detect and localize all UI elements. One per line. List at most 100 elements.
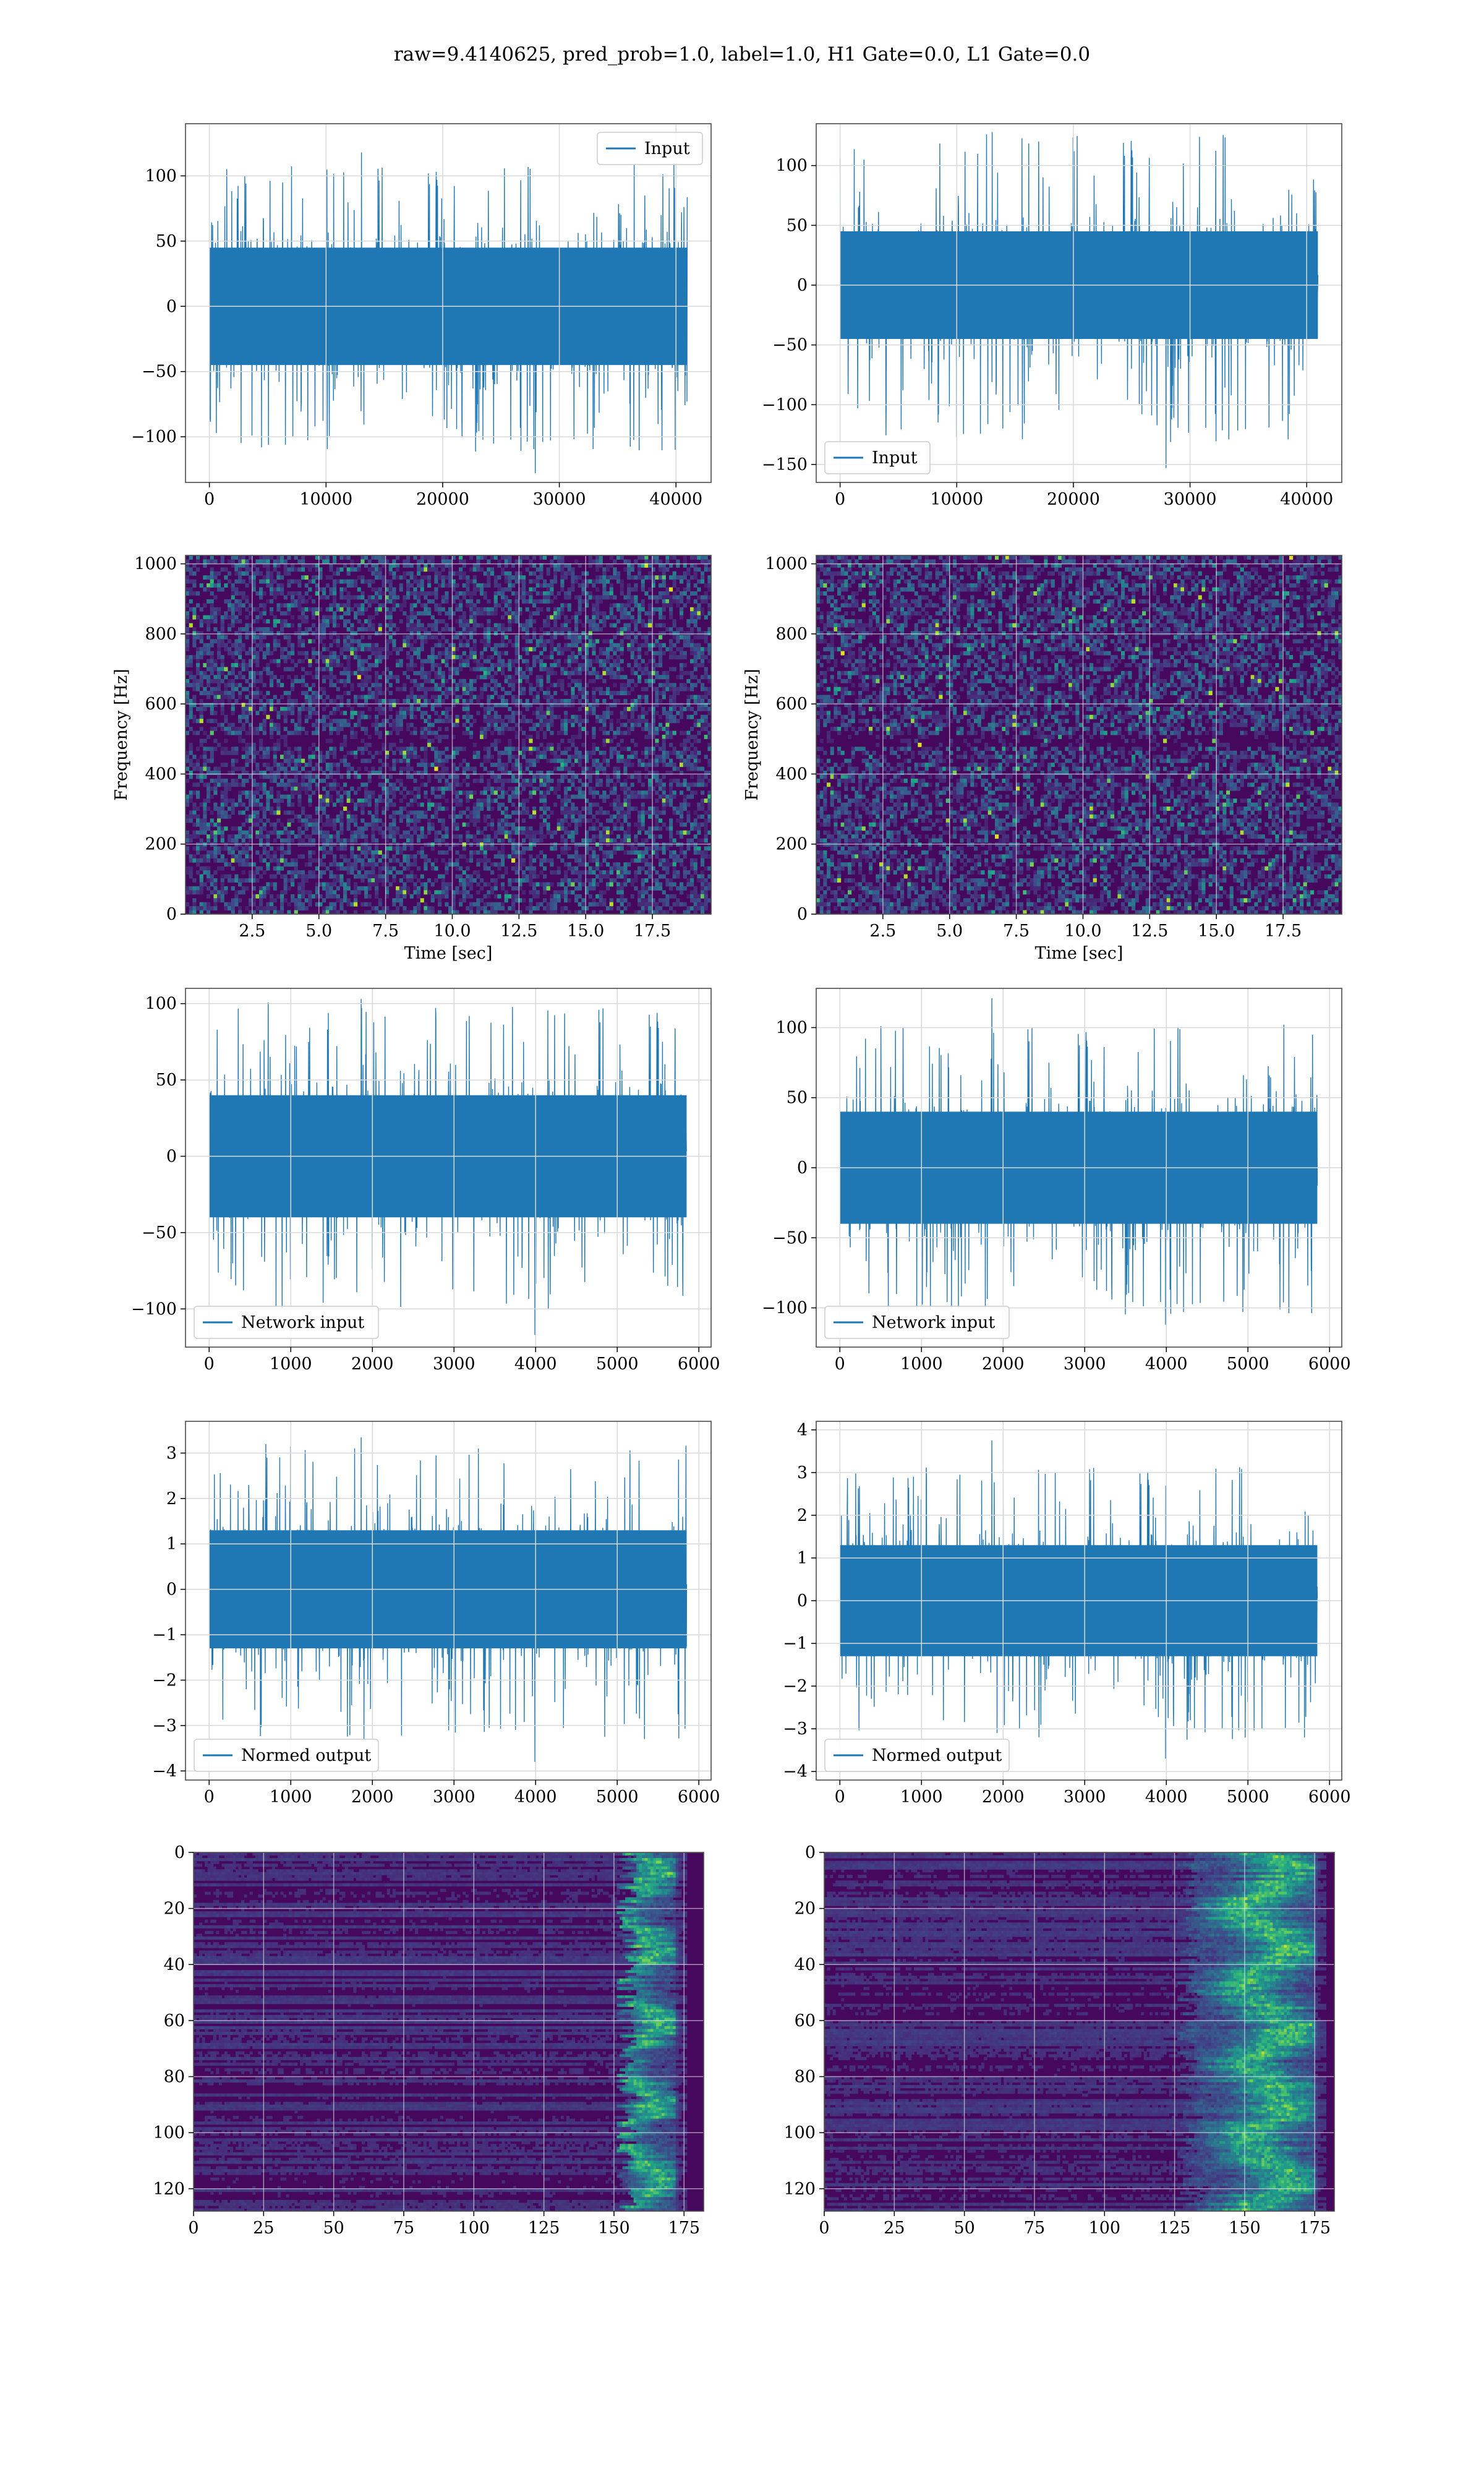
x-tick-label: 150 (598, 2219, 630, 2238)
x-tick-label: 4000 (1145, 1787, 1188, 1807)
y-tick-label: 20 (164, 1899, 185, 1919)
x-tick-label: 2000 (982, 1355, 1025, 1374)
y-tick-label: 0 (797, 1591, 808, 1611)
x-tick-label: 7.5 (372, 922, 399, 941)
axes-frame (816, 123, 1342, 483)
x-tick-label: 12.5 (1131, 922, 1168, 941)
x-tick-label: 0 (204, 490, 215, 509)
x-tick-label: 6000 (678, 1787, 720, 1807)
y-tick-label: 120 (153, 2180, 185, 2199)
y-tick-label: 40 (795, 1955, 816, 1974)
x-tick-label: 3000 (1064, 1355, 1106, 1374)
x-tick-label: 100 (458, 2219, 490, 2238)
x-tick-label: 0 (204, 1355, 215, 1374)
subplot-r5c1: 0 25 50 75 100 125 150 175 0 20 40 60 80 100 120 (153, 1843, 704, 2238)
y-axis-label: Frequency [Hz] (112, 669, 131, 800)
x-tick-label: 3000 (433, 1787, 475, 1807)
legend-label: Input (644, 139, 690, 158)
y-tick-label: 3 (166, 1444, 177, 1463)
x-tick-label: 50 (953, 2219, 974, 2238)
y-tick-label: 100 (153, 2123, 185, 2142)
plot-area (816, 988, 1342, 1347)
legend-label: Normed output (241, 1746, 371, 1765)
subplot-r3c2: 0 1000 2000 3000 4000 5000 6000 −100 −50 0 50 100 Ne… (762, 988, 1351, 1374)
legend: Normed output (194, 1739, 379, 1772)
legend-box (194, 1739, 379, 1772)
axes-frame (185, 1421, 712, 1781)
x-tick-label: 5000 (596, 1787, 639, 1807)
x-tick-label: 125 (528, 2219, 560, 2238)
y-tick-label: 800 (775, 625, 808, 644)
x-tick-label: 5000 (1227, 1787, 1269, 1807)
x-tick-label: 5.0 (305, 922, 332, 941)
y-tick-label: 0 (805, 1843, 816, 1862)
subplot-r1c2: 0 10000 20000 30000 40000 −150 −100 −50 0 50 100 In… (762, 123, 1342, 509)
y-tick-label: −50 (772, 336, 808, 355)
x-tick-label: 15.0 (567, 922, 604, 941)
y-tick-label: −2 (152, 1671, 177, 1690)
x-tick-label: 2000 (351, 1787, 394, 1807)
x-tick-label: 25 (253, 2219, 274, 2238)
y-tick-label: −100 (762, 1299, 808, 1318)
y-tick-label: 50 (787, 216, 808, 235)
subplot-r4c1: 0 1000 2000 3000 4000 5000 6000 −4 −3 −2 −1 0 1 2 3 Nor… (152, 1421, 720, 1807)
plot-area (186, 1421, 711, 1780)
y-tick-label: 100 (783, 2123, 816, 2142)
y-tick-label: 80 (164, 2068, 185, 2087)
axes-frame (193, 1852, 704, 2212)
y-tick-label: −4 (152, 1761, 177, 1781)
x-tick-label: 30000 (533, 490, 586, 509)
y-tick-label: 200 (775, 835, 808, 854)
axes-frame (185, 988, 712, 1348)
x-tick-label: 0 (188, 2219, 198, 2238)
subplot-r2c2: 2.5 5.0 7.5 10.0 12.5 15.0 17.5 0 200 400 600 800 10… (743, 555, 1342, 963)
y-tick-label: 100 (145, 166, 177, 186)
plot-area (186, 988, 711, 1347)
axes-frame (185, 123, 712, 483)
y-tick-label: −50 (142, 1223, 177, 1243)
axes-frame (816, 555, 1342, 915)
legend-box (824, 1306, 1010, 1339)
x-tick-label: 3000 (1064, 1787, 1106, 1807)
y-tick-label: 0 (166, 905, 177, 924)
plot-area (816, 555, 1342, 914)
x-tick-label: 4000 (1145, 1355, 1188, 1374)
x-tick-label: 10000 (930, 490, 983, 509)
y-tick-label: −50 (142, 362, 177, 382)
x-tick-label: 100 (1089, 2219, 1121, 2238)
x-tick-label: 5000 (596, 1355, 639, 1374)
legend-label: Input (872, 448, 918, 468)
x-tick-label: 0 (819, 2219, 829, 2238)
legend-label: Network input (872, 1313, 995, 1332)
y-tick-label: 2 (797, 1506, 808, 1525)
x-tick-label: 75 (1024, 2219, 1045, 2238)
x-tick-label: 10.0 (1064, 922, 1101, 941)
y-tick-label: 60 (795, 2011, 816, 2031)
plot-area (186, 124, 711, 482)
axes-frame (824, 1852, 1335, 2212)
legend: Network input (194, 1306, 379, 1339)
y-tick-label: 1000 (134, 555, 177, 574)
subplot-r1c1: 0 10000 20000 30000 40000 −100 −50 0 50 100 Input (131, 123, 712, 509)
x-tick-label: 25 (884, 2219, 905, 2238)
plot-area (194, 1852, 704, 2211)
legend: Network input (824, 1306, 1010, 1339)
y-tick-label: 50 (787, 1089, 808, 1108)
x-tick-label: 7.5 (1003, 922, 1030, 941)
x-tick-label: 1000 (270, 1355, 312, 1374)
y-tick-label: 120 (783, 2180, 816, 2199)
y-axis-label: Frequency [Hz] (743, 669, 762, 800)
subplot-r2c1: 2.5 5.0 7.5 10.0 12.5 15.0 17.5 0 200 400 600 800 10… (112, 555, 712, 963)
y-tick-label: 400 (145, 764, 177, 784)
plot-area (816, 124, 1342, 482)
x-tick-label: 5.0 (936, 922, 963, 941)
subplot-r5c2: 0 25 50 75 100 125 150 175 0 20 40 60 80 100 120 (783, 1843, 1335, 2238)
y-tick-label: 600 (145, 695, 177, 714)
y-tick-label: 800 (145, 625, 177, 644)
x-tick-label: 17.5 (1264, 922, 1302, 941)
x-tick-label: 17.5 (634, 922, 671, 941)
x-tick-label: 6000 (1308, 1787, 1351, 1807)
x-tick-label: 20000 (1047, 490, 1100, 509)
legend-box (824, 1739, 1010, 1772)
